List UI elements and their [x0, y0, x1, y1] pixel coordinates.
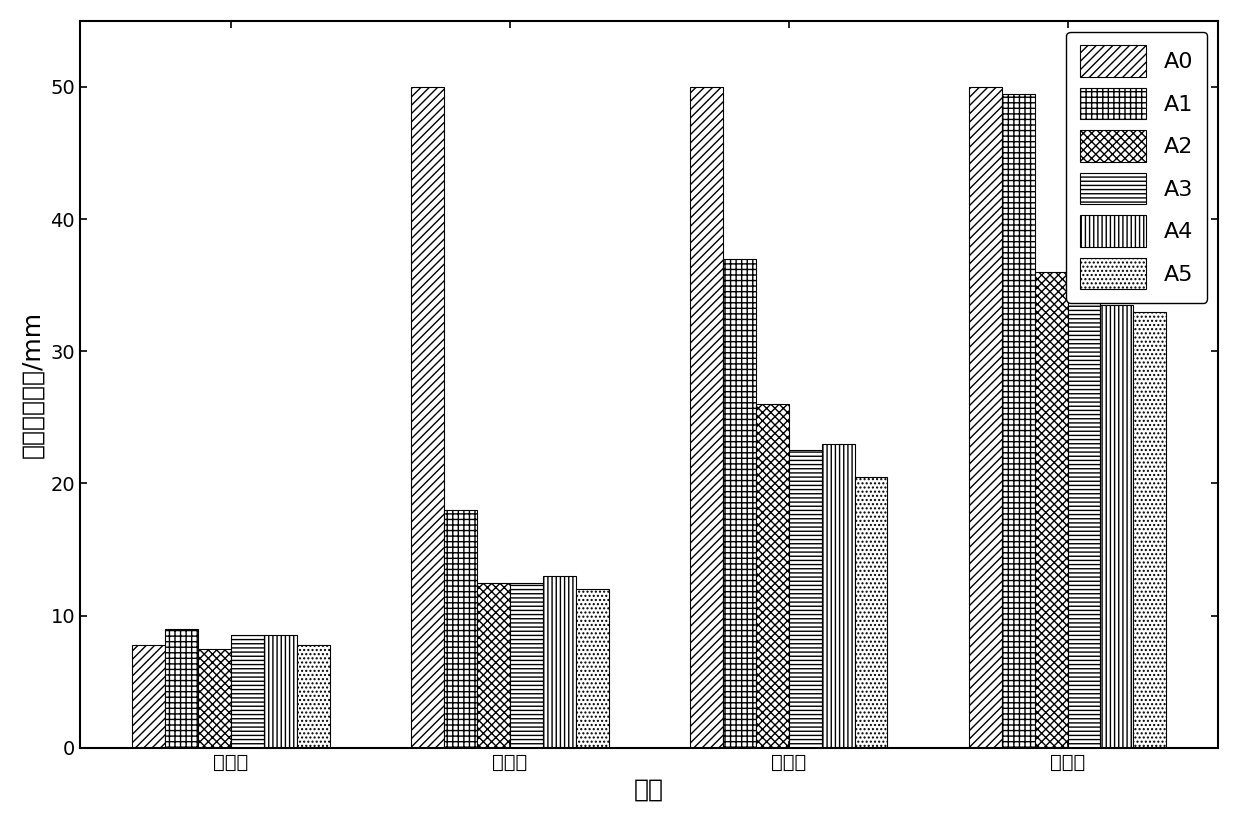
Bar [1035, 272, 1068, 748]
Bar [1001, 94, 1035, 748]
Bar [543, 576, 576, 748]
Y-axis label: 胶片拉开距离/mm: 胶片拉开距离/mm [21, 311, 45, 458]
Bar [509, 583, 543, 748]
Bar [855, 477, 887, 748]
Bar [444, 510, 477, 748]
Bar [788, 450, 821, 748]
Bar [969, 87, 1001, 748]
Bar [230, 635, 264, 748]
Bar [690, 87, 722, 748]
Bar [722, 259, 756, 748]
Bar [821, 444, 855, 748]
Bar [296, 644, 330, 748]
Bar [1068, 298, 1100, 748]
Bar [1100, 305, 1134, 748]
Bar [264, 635, 296, 748]
Bar [198, 649, 230, 748]
Bar [410, 87, 444, 748]
Bar [756, 404, 788, 748]
Bar [131, 644, 165, 748]
Bar [477, 583, 509, 748]
Bar [576, 589, 608, 748]
Legend: A0, A1, A2, A3, A4, A5: A0, A1, A2, A3, A4, A5 [1067, 32, 1207, 302]
Bar [1134, 312, 1166, 748]
Bar [165, 629, 198, 748]
X-axis label: 样品: 样品 [634, 777, 664, 801]
